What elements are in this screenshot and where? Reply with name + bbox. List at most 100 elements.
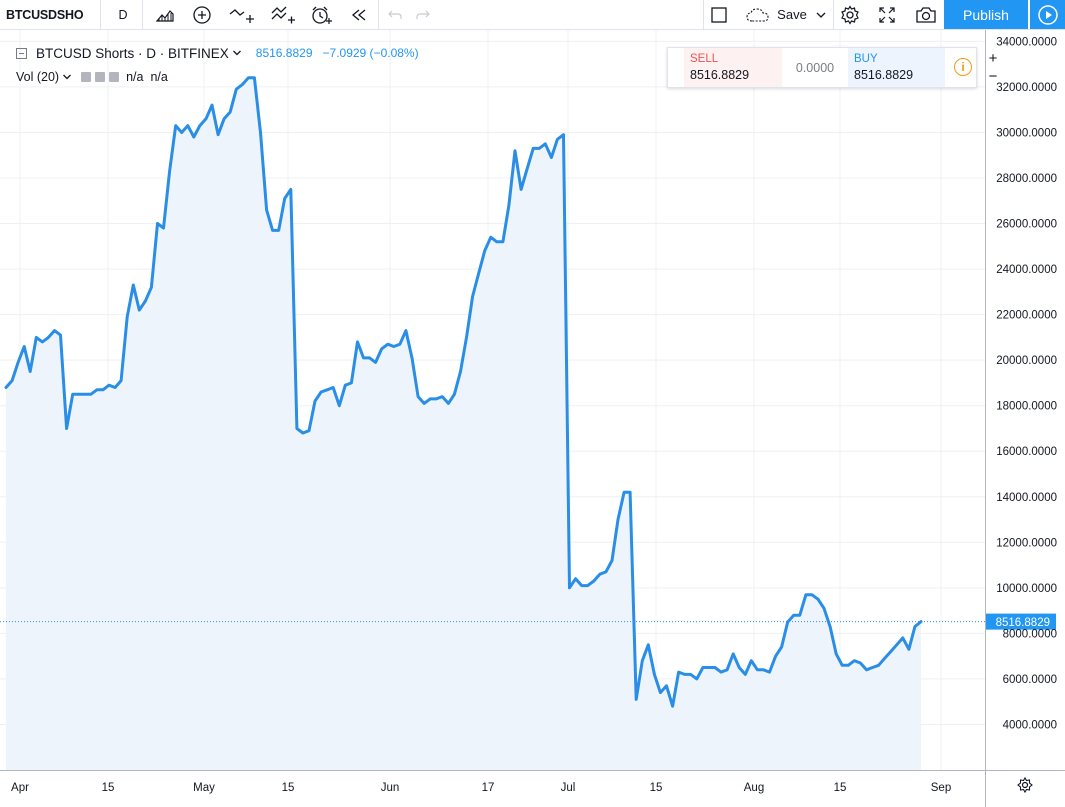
indicators-icon: [271, 6, 295, 23]
time-axis: Apr 15 May 15 Jun 17 Jul 15 Aug 15 Sep: [0, 770, 1065, 794]
toolbar-divider: [142, 0, 143, 29]
price-chart[interactable]: 8516.8829 4000.0000 6000.0000 8000.0000 100…: [0, 30, 1065, 807]
time-tick-label: 15: [834, 782, 847, 794]
replay-button[interactable]: [342, 0, 376, 29]
snapshot-button[interactable]: [910, 0, 942, 29]
price-tick-label: 34000.0000: [996, 36, 1057, 48]
toolbar-divider: [378, 0, 379, 29]
price-tick-label: 24000.0000: [996, 264, 1057, 276]
redo-icon: [416, 10, 430, 19]
time-tick-label: Jul: [561, 782, 576, 794]
toolbar-divider: [100, 0, 101, 29]
interval-button[interactable]: D: [118, 7, 128, 22]
sell-label: SELL: [690, 53, 719, 65]
price-tick-label: 22000.0000: [996, 310, 1057, 322]
series-legend: BTCUSD Shorts · D · BITFINEX 8516.8829 −…: [16, 44, 419, 62]
price-tick-label: 12000.0000: [996, 537, 1057, 549]
price-tick-label: 8000.0000: [1003, 628, 1057, 640]
price-tick-label: 20000.0000: [996, 355, 1057, 367]
spread-value: 0.0000: [795, 60, 835, 75]
gear-icon: [841, 4, 859, 25]
top-toolbar: BTCUSDSHO D Save Publish: [0, 0, 1065, 30]
eye-icon[interactable]: [81, 72, 92, 82]
sell-price: 8516.8829: [690, 68, 750, 82]
chart-style-button[interactable]: [148, 0, 182, 29]
save-button[interactable]: Save: [740, 0, 832, 29]
series-line-path: [4, 76, 923, 708]
info-icon[interactable]: i: [954, 58, 972, 76]
time-tick-label: 17: [482, 782, 495, 794]
price-tick-label: 28000.0000: [996, 173, 1057, 185]
buy-button[interactable]: BUY 8516.8829: [848, 48, 945, 87]
price-tick-label: 32000.0000: [996, 82, 1057, 94]
add-indicator-button[interactable]: [186, 0, 218, 29]
series-area-fill: [6, 77, 921, 771]
time-tick-label: 15: [282, 782, 295, 794]
compare-symbol-icon: [229, 8, 254, 23]
price-tick-label: 30000.0000: [996, 127, 1057, 139]
series-area: [6, 77, 921, 771]
sell-button[interactable]: SELL 8516.8829: [684, 48, 782, 87]
price-tick-label: 14000.0000: [996, 492, 1057, 504]
zoom-in-button[interactable]: +: [988, 49, 998, 67]
indicators-button[interactable]: [264, 0, 302, 29]
publish-button[interactable]: Publish: [944, 0, 1028, 29]
volume-legend: Vol (20) n/a n/a: [16, 68, 168, 86]
compare-button[interactable]: [222, 0, 260, 29]
volume-value: n/a: [126, 70, 144, 84]
price-tick-label: 10000.0000: [996, 583, 1057, 595]
volume-indicator-title[interactable]: Vol (20): [16, 70, 60, 84]
alert-button[interactable]: [304, 0, 338, 29]
volume-ma-value: n/a: [150, 70, 168, 84]
toolbar-divider: [703, 0, 704, 29]
price-change-value: −7.0929 (−0.08%): [322, 46, 419, 60]
last-price-line: 8516.8829: [0, 613, 1056, 630]
redo-button[interactable]: [410, 0, 436, 29]
alarm-clock-icon: [312, 6, 332, 24]
save-label: Save: [777, 7, 807, 22]
rewind-icon: [351, 9, 366, 20]
time-tick-label: 15: [650, 782, 663, 794]
series-title[interactable]: BTCUSD Shorts · D · BITFINEX: [36, 45, 229, 61]
fullscreen-button[interactable]: [872, 0, 902, 29]
camera-icon: [916, 6, 936, 23]
time-tick-label: 15: [102, 782, 115, 794]
undo-icon: [388, 10, 402, 19]
trade-panel: SELL 8516.8829 0.0000 BUY 8516.8829 i: [667, 47, 977, 88]
cloud-icon: [746, 7, 769, 22]
last-price-label-bg: [986, 613, 1056, 630]
series-line: [4, 76, 923, 708]
price-axis: 4000.0000 6000.0000 8000.0000 10000.0000 120…: [985, 30, 1057, 807]
area-chart-icon: [155, 9, 174, 22]
square-layout-icon: [711, 6, 727, 23]
play-button[interactable]: [1030, 0, 1065, 29]
close-icon[interactable]: [109, 72, 120, 82]
buy-price: 8516.8829: [854, 68, 914, 82]
price-tick-label: 18000.0000: [996, 401, 1057, 413]
undo-button[interactable]: [382, 0, 408, 29]
fullscreen-icon: [879, 6, 895, 23]
gear-icon[interactable]: [95, 72, 106, 82]
plus-circle-icon: [193, 5, 211, 24]
time-tick-label: Sep: [931, 782, 951, 794]
toolbar-divider: [833, 0, 834, 29]
buy-label: BUY: [854, 53, 878, 65]
zoom-out-button[interactable]: −: [988, 67, 998, 85]
price-tick-label: 6000.0000: [1003, 674, 1057, 686]
last-price-label: 8516.8829: [996, 617, 1050, 629]
chevron-down-icon[interactable]: [232, 49, 242, 57]
axis-settings-gear-icon[interactable]: [1017, 776, 1033, 794]
time-tick-label: Aug: [744, 782, 764, 794]
settings-button[interactable]: [836, 0, 864, 29]
time-tick-label: Apr: [11, 782, 29, 794]
price-tick-label: 16000.0000: [996, 446, 1057, 458]
collapse-legend-icon[interactable]: [16, 47, 27, 59]
symbol-search-button[interactable]: BTCUSDSHO: [6, 7, 84, 22]
time-tick-label: Jun: [381, 782, 400, 794]
chevron-down-icon: [816, 12, 826, 18]
layout-button[interactable]: [706, 0, 732, 29]
price-tick-label: 4000.0000: [1003, 719, 1057, 731]
last-price-value: 8516.8829: [255, 46, 313, 60]
play-circle-icon: [1037, 4, 1058, 25]
chevron-down-icon[interactable]: [62, 73, 72, 81]
